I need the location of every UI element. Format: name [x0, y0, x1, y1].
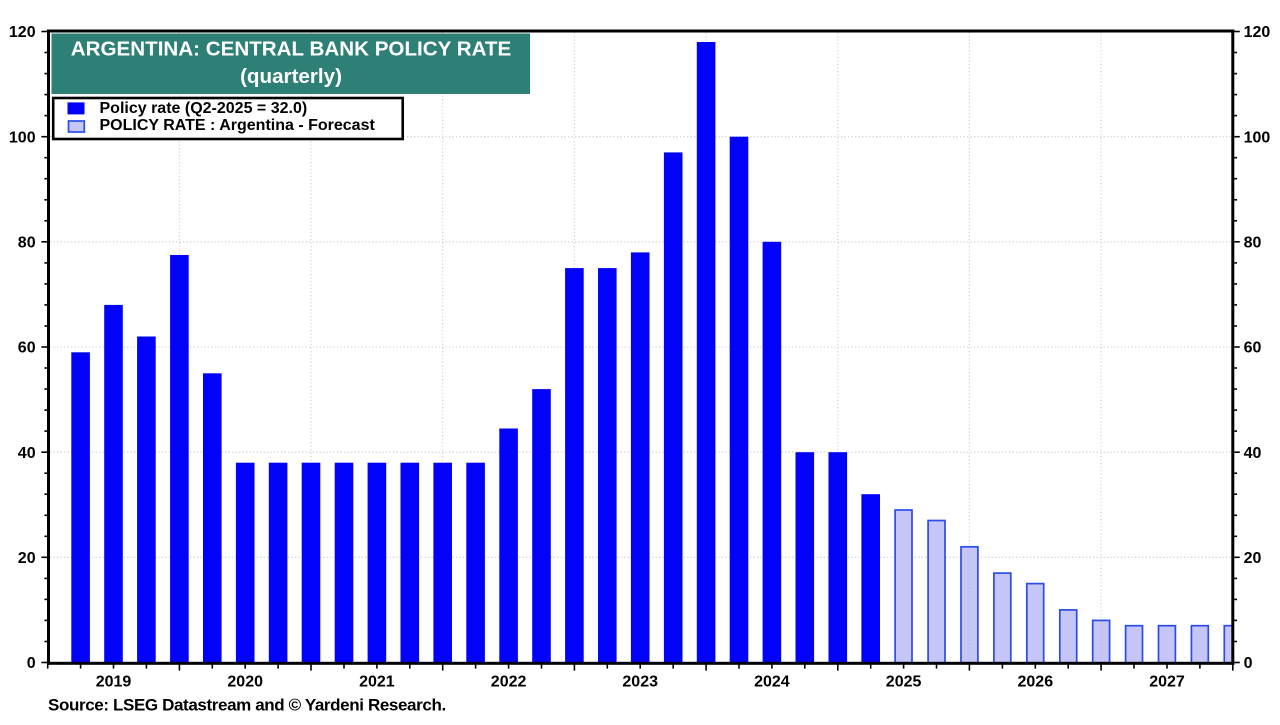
- svg-text:2022: 2022: [491, 674, 527, 691]
- svg-text:0: 0: [1244, 655, 1253, 672]
- svg-text:Policy rate (Q2-2025 = 32.0): Policy rate (Q2-2025 = 32.0): [100, 100, 308, 117]
- svg-text:2024: 2024: [754, 674, 790, 691]
- svg-text:2021: 2021: [359, 674, 395, 691]
- svg-text:ARGENTINA: CENTRAL BANK POLICY: ARGENTINA: CENTRAL BANK POLICY RATE: [71, 38, 511, 61]
- svg-text:20: 20: [1244, 550, 1262, 567]
- svg-text:2019: 2019: [96, 674, 132, 691]
- svg-text:100: 100: [9, 129, 36, 146]
- svg-text:2025: 2025: [886, 674, 922, 691]
- svg-text:80: 80: [1244, 234, 1262, 251]
- svg-text:POLICY RATE : Argentina - Fore: POLICY RATE : Argentina - Forecast: [100, 117, 376, 134]
- svg-text:2023: 2023: [622, 674, 658, 691]
- svg-text:120: 120: [9, 24, 36, 41]
- svg-text:0: 0: [27, 655, 36, 672]
- svg-text:Source: LSEG Datastream and ©: Source: LSEG Datastream and © Yardeni Re…: [48, 695, 446, 714]
- svg-text:100: 100: [1244, 129, 1271, 146]
- svg-text:2026: 2026: [1018, 674, 1054, 691]
- svg-text:40: 40: [1244, 445, 1262, 462]
- svg-text:40: 40: [18, 445, 36, 462]
- svg-text:20: 20: [18, 550, 36, 567]
- svg-text:(quarterly): (quarterly): [240, 65, 342, 88]
- svg-text:2027: 2027: [1149, 674, 1185, 691]
- svg-text:2020: 2020: [227, 674, 263, 691]
- svg-text:120: 120: [1244, 24, 1271, 41]
- svg-text:60: 60: [18, 340, 36, 357]
- svg-text:60: 60: [1244, 340, 1262, 357]
- svg-text:80: 80: [18, 234, 36, 251]
